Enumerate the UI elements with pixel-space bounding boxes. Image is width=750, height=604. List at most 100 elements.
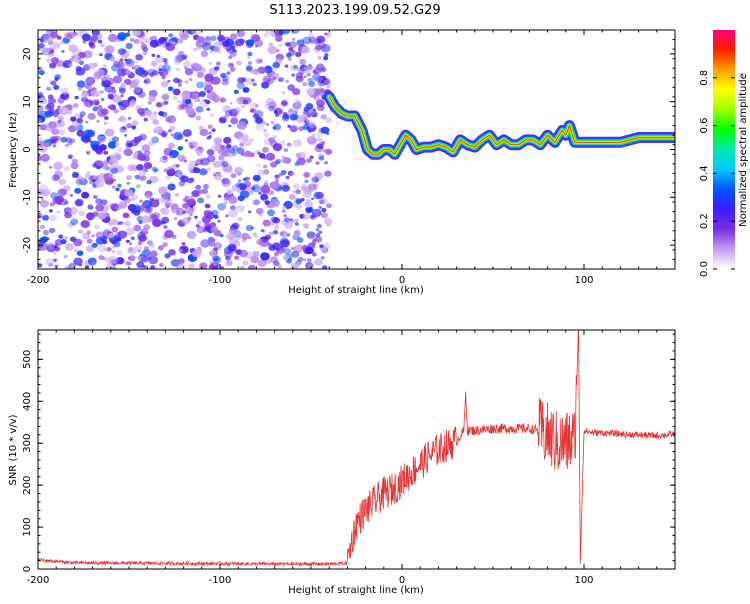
noise-cell (47, 94, 54, 100)
noise-cell (176, 154, 183, 160)
noise-cell (108, 155, 119, 164)
noise-cell (49, 62, 57, 69)
noise-cell (184, 80, 189, 84)
noise-cell (230, 117, 239, 125)
noise-cell (133, 224, 142, 232)
noise-cell (213, 137, 223, 145)
noise-cell (306, 158, 312, 163)
noise-cell (273, 252, 279, 257)
noise-cell (275, 224, 279, 227)
noise-cell (285, 52, 292, 58)
noise-cell (211, 209, 219, 216)
noise-cell (279, 140, 286, 146)
noise-cell (311, 197, 314, 200)
noise-cell (97, 105, 103, 110)
noise-cell (180, 175, 189, 183)
noise-cell (298, 126, 305, 132)
x-tick-label: 0 (399, 575, 405, 586)
noise-cell (242, 99, 249, 105)
noise-cell (162, 242, 168, 248)
noise-cell (105, 128, 115, 137)
noise-cell (56, 61, 64, 68)
noise-cell (129, 242, 133, 246)
noise-cell (53, 84, 60, 90)
y-tick-label: 0 (22, 146, 33, 152)
noise-cell (103, 121, 108, 125)
noise-cell (248, 210, 252, 214)
noise-cell (81, 191, 90, 199)
noise-cell (293, 65, 298, 69)
noise-cell (217, 149, 225, 156)
noise-cell (88, 42, 94, 47)
noise-cell (93, 72, 102, 80)
noise-cell (222, 99, 227, 103)
noise-cell (142, 70, 149, 76)
noise-cell (296, 157, 306, 166)
noise-cell (292, 88, 301, 96)
noise-cell (183, 90, 191, 97)
noise-cell (73, 248, 79, 253)
noise-cell (225, 259, 233, 266)
noise-cell (249, 190, 255, 195)
noise-cell (76, 250, 84, 256)
noise-cell (149, 39, 159, 48)
noise-cell (176, 67, 180, 71)
noise-cell (200, 239, 211, 248)
noise-cell (245, 224, 254, 232)
noise-cell (178, 258, 185, 264)
noise-cell (168, 154, 174, 159)
noise-cell (221, 177, 230, 185)
noise-cell (305, 70, 310, 75)
noise-cell (80, 96, 88, 103)
noise-cell (48, 209, 53, 213)
noise-cell (252, 82, 257, 87)
noise-cell (294, 230, 300, 236)
noise-cell (234, 166, 244, 175)
noise-cell (146, 217, 153, 223)
noise-cell (61, 50, 65, 53)
noise-cell (106, 156, 111, 160)
noise-cell (63, 165, 71, 172)
noise-cell (205, 194, 211, 199)
noise-cell (110, 218, 119, 225)
noise-cell (215, 61, 221, 66)
noise-cell (126, 239, 130, 243)
noise-cell (107, 105, 112, 109)
y-tick-label: 200 (22, 476, 33, 495)
noise-cell (315, 228, 320, 232)
noise-cell (73, 257, 83, 266)
noise-cell (72, 103, 79, 108)
noise-cell (174, 192, 180, 197)
noise-cell (53, 112, 58, 115)
noise-cell (38, 124, 45, 131)
noise-cell (275, 247, 280, 252)
noise-cell (316, 223, 322, 229)
noise-cell (129, 37, 135, 42)
noise-cell (252, 232, 258, 237)
noise-cell (90, 89, 100, 98)
noise-cell (243, 177, 247, 181)
noise-cell (111, 226, 119, 233)
noise-cell (325, 148, 333, 155)
noise-cell (316, 63, 325, 71)
noise-cell (102, 160, 109, 165)
noise-cell (177, 100, 182, 104)
noise-cell (108, 173, 114, 178)
noise-cell (301, 46, 311, 54)
noise-cell (270, 216, 278, 223)
noise-cell (161, 133, 167, 138)
noise-cell (228, 209, 238, 218)
noise-cell (197, 146, 203, 151)
noise-cell (38, 140, 45, 148)
noise-cell (233, 107, 241, 114)
noise-cell (149, 243, 155, 248)
noise-cell (85, 150, 91, 155)
noise-cell (130, 197, 135, 202)
snr-x-ticks: -200 -100 0 100 (27, 330, 676, 586)
noise-cell (318, 206, 322, 209)
noise-cell (223, 115, 228, 120)
noise-cell (320, 126, 330, 134)
noise-cell (143, 117, 148, 122)
noise-cell (178, 30, 188, 39)
noise-cell (161, 216, 170, 224)
